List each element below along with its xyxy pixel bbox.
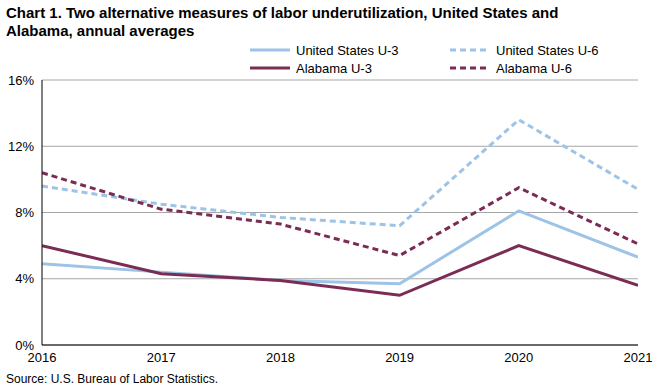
- html-text:Chart 1. Two alternative measu: Chart 1. Two alternative measures of lab…: [6, 4, 559, 39]
- html-text:Source: U.S. Bureau of Labor S: Source: U.S. Bureau of Labor Statistics.: [6, 372, 219, 386]
- svg-text:0%: 0%: [15, 338, 34, 353]
- svg-text:2021: 2021: [624, 350, 652, 365]
- html-text:Alabama U-6: Alabama U-6: [496, 60, 572, 76]
- svg-text:2019: 2019: [385, 350, 414, 365]
- svg-text:2017: 2017: [147, 350, 176, 365]
- svg-text:12%: 12%: [8, 139, 34, 154]
- html-text:United States U-3: United States U-3: [296, 42, 399, 58]
- svg-text:2018: 2018: [266, 350, 295, 365]
- svg-text:8%: 8%: [15, 205, 34, 220]
- svg-text:2016: 2016: [27, 350, 57, 366]
- html-text:United States U-6: United States U-6: [496, 42, 599, 58]
- svg-text:16%: 16%: [8, 73, 34, 88]
- html-text:Alabama U-3: Alabama U-3: [296, 60, 372, 76]
- svg-text:2020: 2020: [504, 350, 533, 365]
- svg-text:4%: 4%: [15, 271, 34, 286]
